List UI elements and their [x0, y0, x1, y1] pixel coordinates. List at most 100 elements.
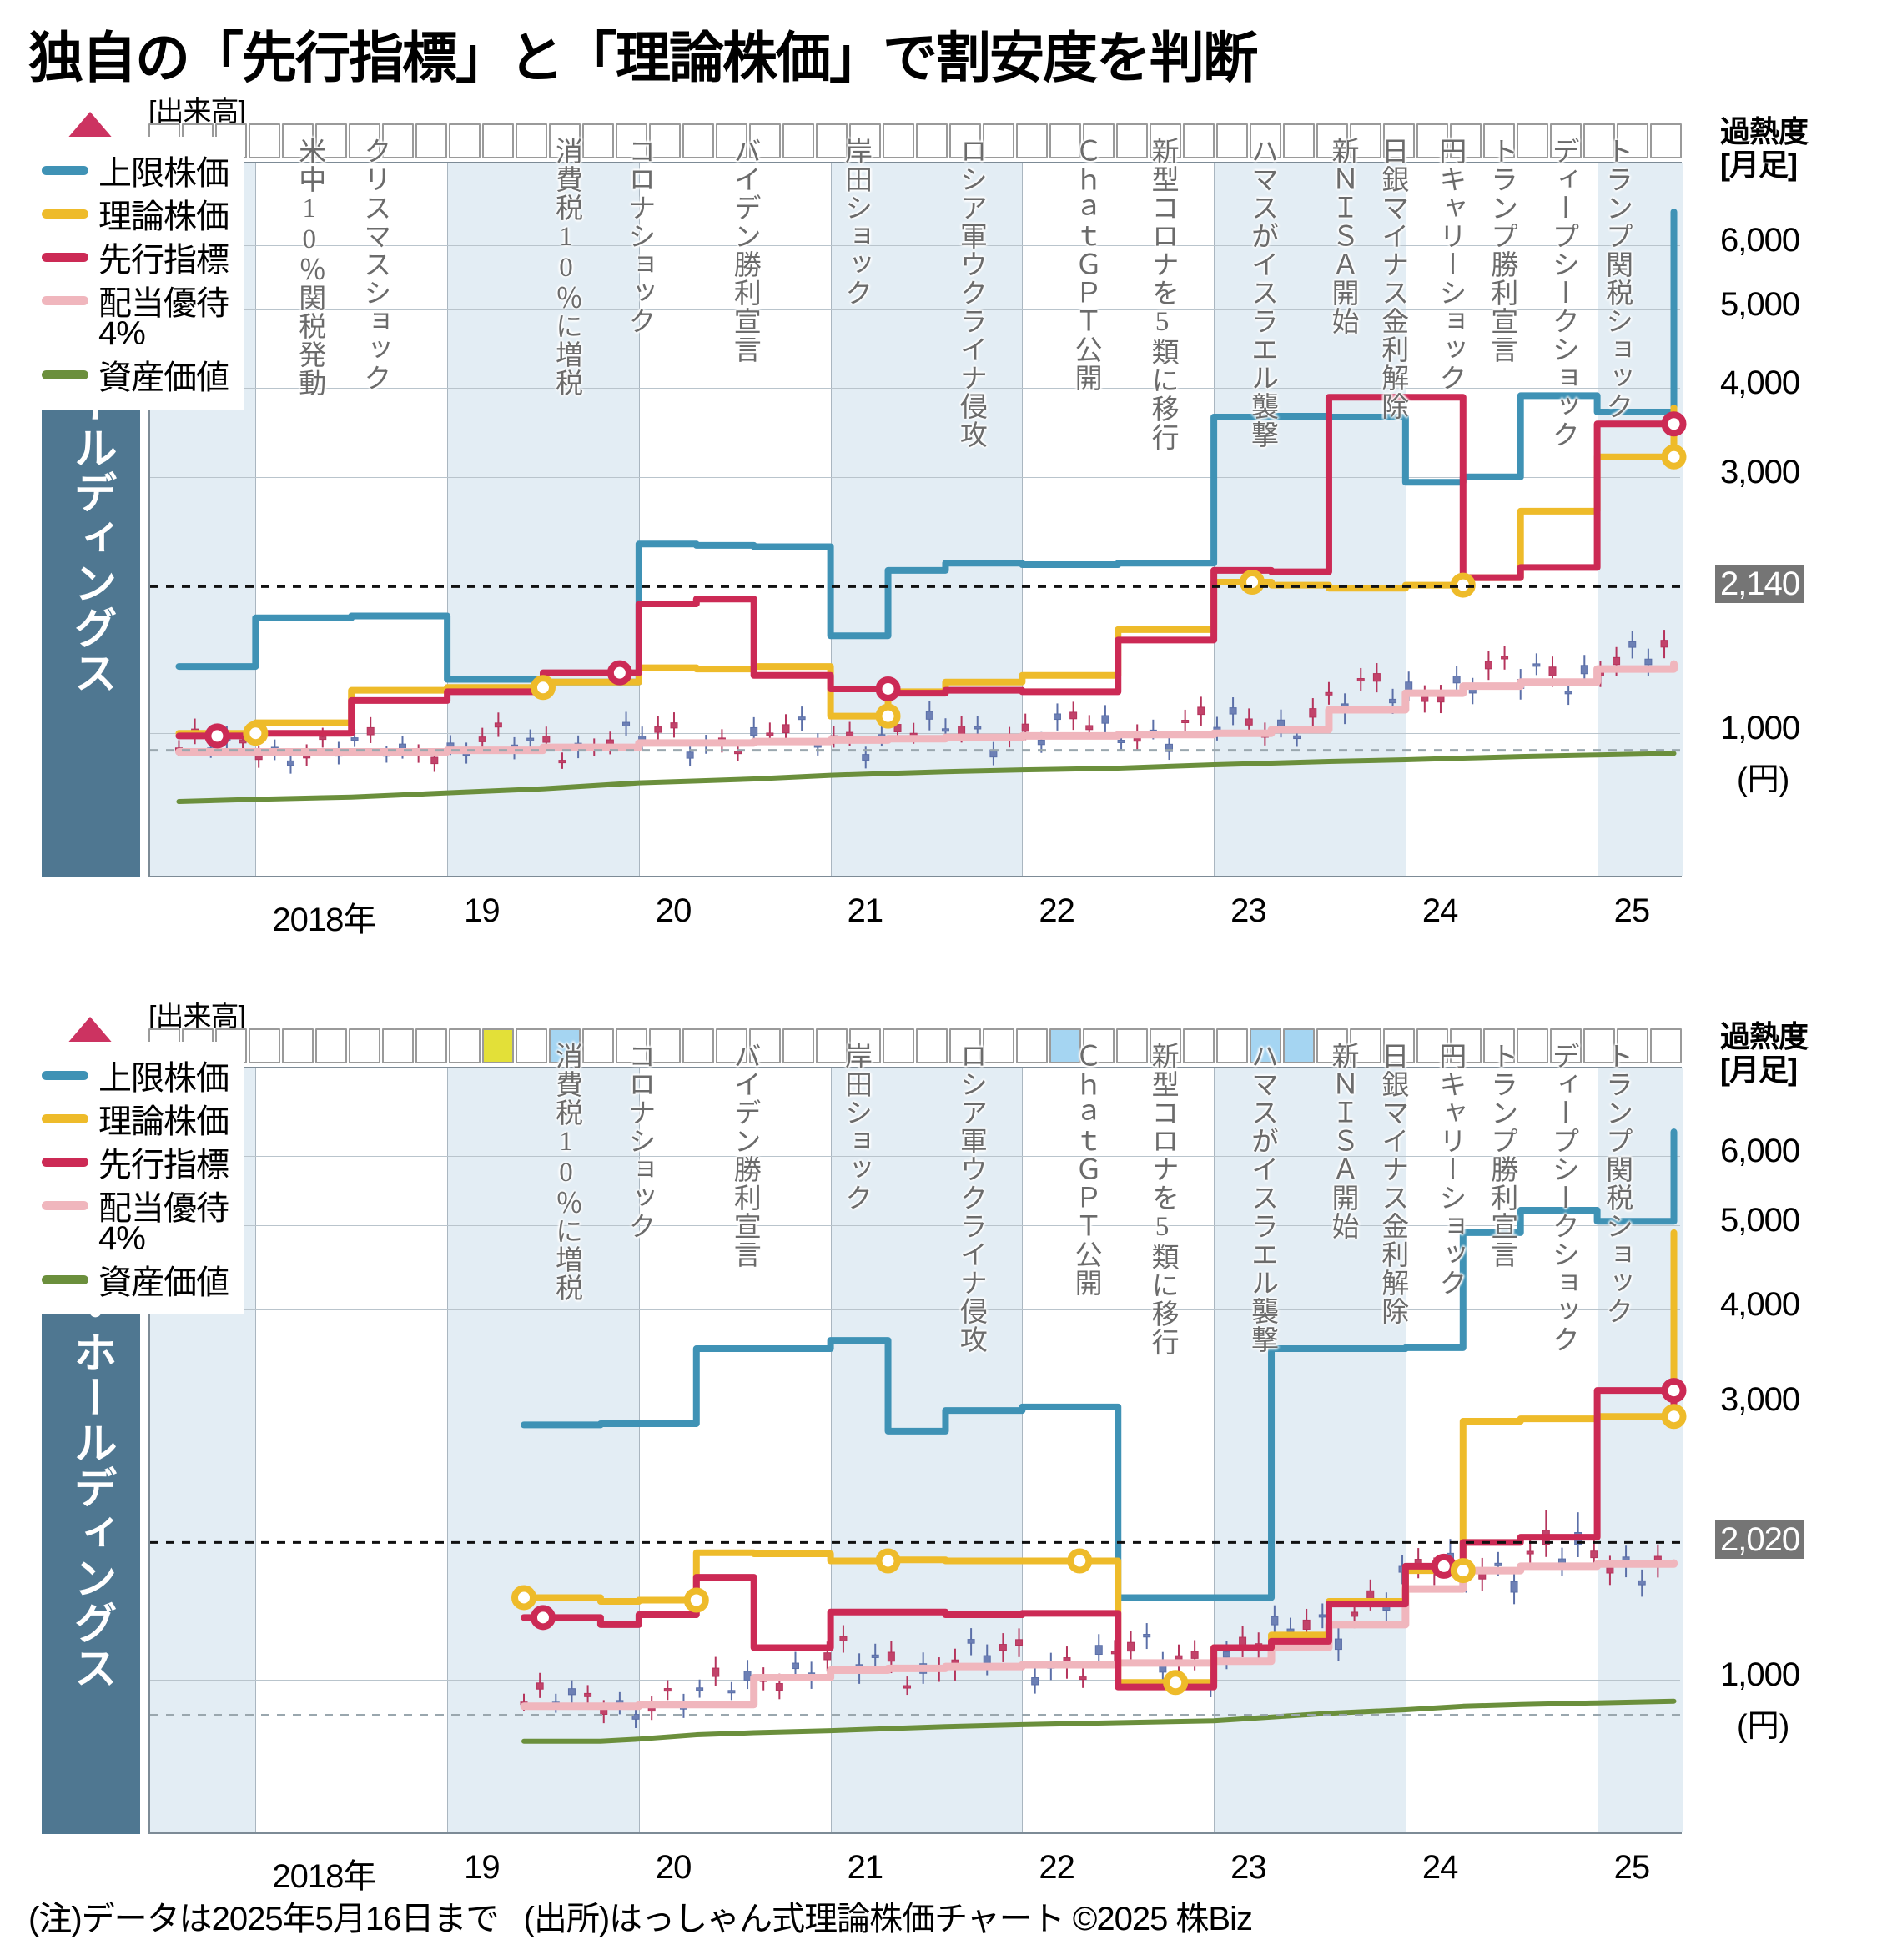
grid-line-vertical — [255, 1068, 257, 1832]
volume-bar — [782, 1028, 814, 1063]
data-point-marker — [1450, 1558, 1476, 1584]
candlestick-body — [430, 756, 439, 765]
candlestick-body — [887, 1651, 895, 1662]
volume-bar — [1283, 123, 1315, 158]
series-line-資産価値 — [176, 751, 1677, 805]
candlestick-body — [862, 754, 870, 761]
year-band — [447, 163, 639, 876]
event-annotation: バイデン勝利宣言 — [729, 137, 760, 364]
page-title: 独自の「先行指標」と「理論株価」で割安度を判断 — [28, 27, 1258, 88]
volume-bar — [282, 123, 314, 158]
legend-swatch — [42, 369, 88, 379]
volume-bar — [1416, 123, 1448, 158]
candlestick-body — [1356, 678, 1365, 682]
event-annotation: トランプ勝利宣言 — [1486, 1042, 1517, 1269]
data-point-marker — [1163, 1670, 1189, 1696]
current-price-badge: 2,140 — [1715, 565, 1805, 604]
candlestick-body — [663, 1688, 672, 1692]
candlestick-body — [791, 1662, 799, 1670]
volume-label: [出来高] — [148, 1001, 246, 1033]
legend-label: 先行指標 — [98, 1147, 229, 1184]
volume-bar — [1183, 1028, 1215, 1063]
candlestick-body — [750, 726, 758, 736]
volume-bar — [616, 1028, 647, 1063]
event-annotation: 消費税10％に増税 — [551, 1042, 581, 1302]
candlestick-body — [1644, 658, 1653, 666]
event-annotation: 岸田ショック — [840, 137, 871, 307]
candlestick-body — [798, 716, 806, 721]
candlestick-body — [350, 737, 359, 741]
grid-line-vertical — [1022, 163, 1024, 876]
candlestick-body — [478, 736, 486, 742]
grid-line-horizontal — [150, 245, 1680, 247]
year-band — [1214, 1068, 1406, 1832]
x-axis-tick-label: 24 — [1421, 1849, 1458, 1886]
data-point-marker — [243, 721, 269, 746]
candlestick-body — [1239, 1636, 1247, 1646]
legend-label: 理論株価 — [98, 1103, 229, 1140]
volume-bar — [315, 123, 347, 158]
x-axis-tick-label: 20 — [655, 892, 692, 929]
volume-bar — [1150, 123, 1181, 158]
volume-bar — [516, 123, 547, 158]
grid-line-horizontal — [150, 1224, 1680, 1226]
candlestick-body — [558, 760, 566, 764]
volume-bar — [1216, 1028, 1248, 1063]
y-axis-tick-label: 3,000 — [1720, 1381, 1800, 1419]
event-annotation: 新型コロナを5類に移行 — [1147, 137, 1178, 451]
volume-bar — [1049, 123, 1081, 158]
volume-bar — [1517, 1028, 1548, 1063]
candlestick-body — [446, 742, 455, 747]
candlestick-body — [1325, 691, 1333, 696]
candlestick-body — [686, 751, 694, 759]
y-axis-tick-label: 4,000 — [1720, 1285, 1800, 1323]
volume-bar — [1116, 1028, 1148, 1063]
volume-bar — [1550, 123, 1582, 158]
candlestick-body — [1548, 666, 1557, 676]
y-axis-tick-label: 5,000 — [1720, 1201, 1800, 1239]
candlestick-body — [366, 726, 375, 736]
volume-bar — [1550, 1028, 1582, 1063]
volume-bar — [649, 123, 681, 158]
footer-data-note: (注)データは2025年5月16日まで — [28, 1901, 499, 1937]
data-point-marker — [875, 703, 901, 729]
volume-bar — [1049, 1028, 1081, 1063]
candlestick-body — [903, 1685, 912, 1689]
data-point-marker — [530, 1605, 556, 1631]
footer-source: (出所)はっしゃん式理論株価チャート ©2025 株Biz — [523, 1901, 1253, 1937]
candlestick-body — [584, 1692, 592, 1697]
volume-bar — [1283, 1028, 1315, 1063]
legend-item: 先行指標 — [42, 1140, 229, 1184]
y-axis-unit: (円) — [1737, 762, 1790, 798]
volume-bar — [449, 123, 481, 158]
volume-bar — [749, 123, 781, 158]
x-axis-tick-label: 19 — [464, 1849, 500, 1886]
legend-sublabel: 4% — [98, 1220, 146, 1257]
x-axis-tick-label: 23 — [1230, 1849, 1266, 1886]
candlestick-body — [1590, 1550, 1598, 1559]
event-annotation: バイデン勝利宣言 — [729, 1042, 760, 1269]
volume-bar — [1150, 1028, 1181, 1063]
legend-item: 理論株価 — [42, 192, 229, 235]
volume-bar — [1517, 123, 1548, 158]
volume-bar — [816, 123, 848, 158]
candlestick-body — [1053, 713, 1061, 721]
year-band — [1214, 163, 1406, 876]
candlestick-body — [542, 736, 551, 743]
candlestick-body — [654, 726, 662, 733]
candlestick-body — [743, 1671, 752, 1681]
data-point-marker — [875, 1548, 901, 1574]
x-axis-tick-label: 22 — [1039, 1849, 1074, 1886]
volume-bar — [1116, 123, 1148, 158]
candlestick-body — [999, 1644, 1007, 1651]
data-point-marker — [1661, 1404, 1687, 1430]
volume-bar — [482, 1028, 514, 1063]
volume-bar — [549, 123, 581, 158]
event-annotation: 米中10％関税発動 — [294, 137, 325, 397]
event-annotation: ディープシークショック — [1547, 1042, 1578, 1354]
candlestick-body — [1366, 1590, 1375, 1600]
candlestick-body — [286, 760, 294, 766]
event-annotation: コロナショック — [623, 1042, 654, 1240]
plot-area-4709 — [148, 162, 1687, 877]
data-point-marker — [1661, 1378, 1687, 1404]
